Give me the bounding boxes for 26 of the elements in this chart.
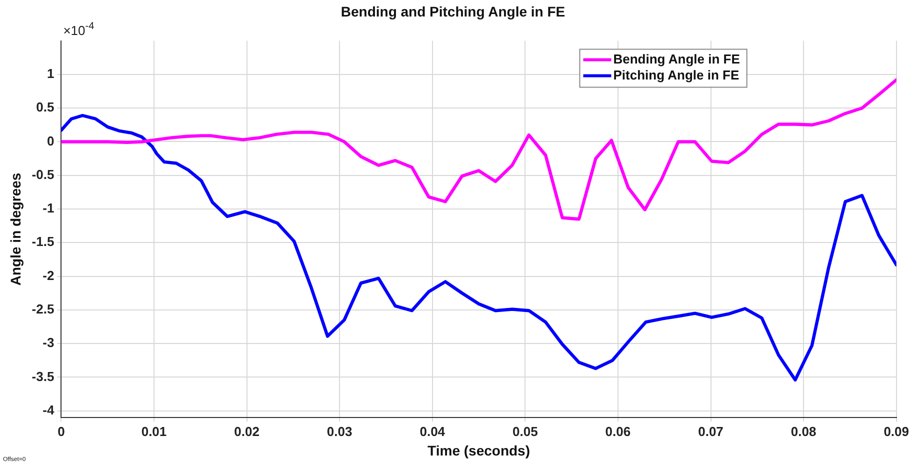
y-tick-label: -2 <box>42 268 54 283</box>
x-tick-label: 0 <box>58 424 65 439</box>
x-tick-label: 0.08 <box>790 424 816 439</box>
x-axis-title: Time (seconds) <box>428 442 530 458</box>
y-tick-label: -1.5 <box>32 234 54 250</box>
x-tick-label: 0.02 <box>234 424 260 439</box>
y-tick-label: 1 <box>46 66 54 82</box>
y-tick-label: -4 <box>42 402 55 418</box>
y-tick-label: 0.5 <box>36 100 54 115</box>
x-tick-label: 0.09 <box>884 424 910 439</box>
x-tick-label: 0.04 <box>420 424 446 439</box>
legend-label: Pitching Angle in FE <box>613 67 740 82</box>
y-tick-label: -0.5 <box>32 166 54 182</box>
legend-label: Bending Angle in FE <box>613 51 740 66</box>
x-tick-label: 0.01 <box>141 424 167 439</box>
y-tick-label: -2.5 <box>32 302 54 317</box>
x-tick-label: 0.03 <box>326 424 352 439</box>
x-tick-label: 0.07 <box>698 424 724 439</box>
x-tick-label: 0.05 <box>512 424 538 439</box>
y-tick-label: -3.5 <box>32 368 54 384</box>
x-tick-label: 0.06 <box>605 424 631 439</box>
chart-title: Bending and Pitching Angle in FE <box>340 3 566 20</box>
y-tick-label: -3 <box>42 335 54 350</box>
y-axis-title: Angle in degrees <box>7 172 24 286</box>
y-tick-label: -1 <box>42 200 54 216</box>
y-tick-label: 0 <box>46 133 54 148</box>
